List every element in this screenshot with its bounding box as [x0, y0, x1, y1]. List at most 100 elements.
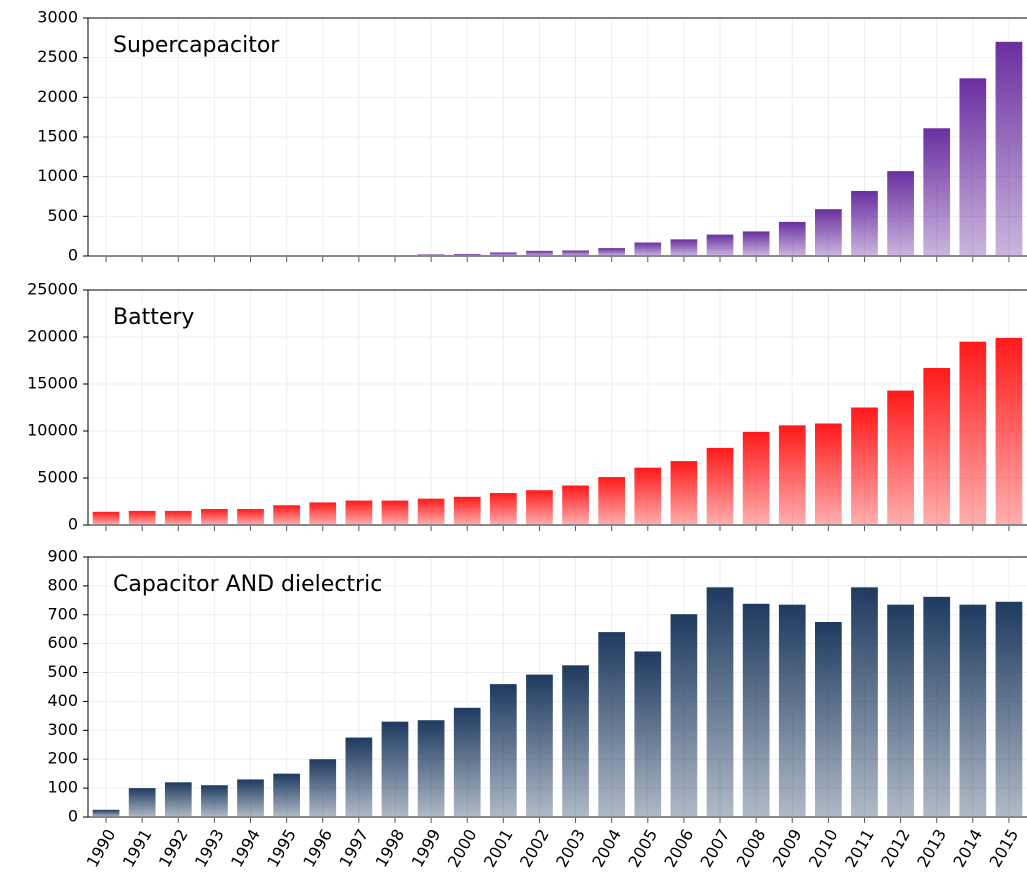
- bar: [815, 209, 842, 256]
- bar: [815, 423, 842, 525]
- bar: [526, 250, 553, 256]
- bar: [706, 447, 734, 525]
- bar: [237, 509, 264, 525]
- bar: [598, 248, 626, 256]
- y-tick-label: 1500: [37, 127, 78, 146]
- bar: [670, 239, 698, 256]
- y-tick-label: 900: [47, 547, 78, 566]
- x-tick-label: 2003: [552, 826, 589, 871]
- y-tick-label: 0: [68, 515, 78, 534]
- bar: [742, 231, 770, 256]
- bar: [851, 407, 878, 525]
- bar: [851, 587, 878, 817]
- x-tick-label: 2012: [877, 826, 914, 871]
- y-tick-label: 500: [47, 662, 78, 681]
- y-tick-label: 700: [47, 604, 78, 623]
- bar: [562, 665, 589, 817]
- bar: [164, 510, 192, 525]
- bar: [887, 604, 914, 817]
- y-tick-label: 2000: [37, 87, 78, 106]
- bar: [345, 737, 373, 817]
- bar: [851, 190, 878, 256]
- y-tick-label: 10000: [27, 421, 78, 440]
- x-tick-label: 1996: [299, 826, 336, 871]
- bar: [815, 622, 842, 817]
- bar: [670, 461, 698, 525]
- x-tick-label: 2005: [624, 826, 661, 871]
- x-tick-label: 2007: [697, 826, 734, 871]
- bar: [706, 587, 734, 817]
- bar: [634, 651, 662, 817]
- x-tick-label: 2015: [985, 826, 1022, 871]
- bar: [381, 721, 409, 817]
- bar: [742, 431, 770, 525]
- panel-title: Supercapacitor: [113, 33, 280, 58]
- x-tick-label: 2014: [949, 826, 986, 871]
- bar: [453, 707, 481, 817]
- y-tick-label: 400: [47, 691, 78, 710]
- bar: [778, 221, 806, 256]
- bar: [417, 498, 445, 525]
- bar: [959, 341, 987, 525]
- y-tick-label: 5000: [37, 468, 78, 487]
- x-tick-label: 1991: [119, 826, 156, 871]
- y-tick-label: 3000: [37, 8, 78, 27]
- bar: [128, 510, 156, 525]
- bar: [959, 78, 987, 256]
- y-tick-label: 0: [68, 246, 78, 265]
- bar: [201, 509, 228, 525]
- bar: [526, 674, 553, 817]
- bar: [742, 603, 770, 817]
- bar: [634, 242, 662, 256]
- bar: [164, 782, 192, 817]
- x-tick-label: 1994: [227, 826, 264, 871]
- bar: [92, 809, 120, 817]
- bar: [128, 788, 156, 817]
- y-tick-label: 300: [47, 720, 78, 739]
- x-tick-label: 2002: [516, 826, 553, 871]
- x-tick-label: 2004: [588, 826, 625, 871]
- bar: [489, 684, 517, 817]
- x-tick-label: 2000: [444, 826, 481, 871]
- bar: [778, 604, 806, 817]
- x-tick-label: 2008: [733, 826, 770, 871]
- y-tick-label: 20000: [27, 327, 78, 346]
- bar: [778, 425, 806, 525]
- bar: [995, 41, 1023, 256]
- y-tick-label: 600: [47, 633, 78, 652]
- x-tick-label: 1990: [83, 826, 120, 871]
- y-tick-label: 800: [47, 575, 78, 594]
- y-tick-label: 2500: [37, 47, 78, 66]
- panel-title: Battery: [113, 305, 194, 330]
- bar: [453, 496, 481, 525]
- bar: [634, 467, 662, 525]
- bar: [309, 502, 337, 525]
- x-tick-label: 2006: [660, 826, 697, 871]
- x-tick-label: 1993: [191, 826, 228, 871]
- bar: [489, 252, 517, 256]
- bar: [670, 614, 698, 817]
- y-tick-label: 500: [47, 206, 78, 225]
- x-tick-label: 1992: [155, 826, 192, 871]
- bar: [381, 500, 409, 525]
- bar: [923, 596, 951, 817]
- panel-title: Capacitor AND dielectric: [113, 572, 382, 597]
- x-tick-label: 2001: [480, 826, 517, 871]
- bar: [345, 500, 373, 525]
- bar: [887, 171, 914, 256]
- bar: [923, 368, 951, 525]
- bar: [237, 779, 264, 817]
- y-tick-label: 200: [47, 749, 78, 768]
- y-tick-label: 0: [68, 807, 78, 826]
- bar: [923, 128, 951, 256]
- x-tick-label: 2010: [805, 826, 842, 871]
- x-tick-label: 1998: [372, 826, 409, 871]
- bar: [489, 493, 517, 525]
- bar: [562, 250, 589, 256]
- y-tick-label: 25000: [27, 280, 78, 299]
- bar: [995, 601, 1023, 817]
- x-tick-label: 2011: [841, 826, 878, 871]
- bar: [526, 490, 553, 525]
- bar: [706, 234, 734, 256]
